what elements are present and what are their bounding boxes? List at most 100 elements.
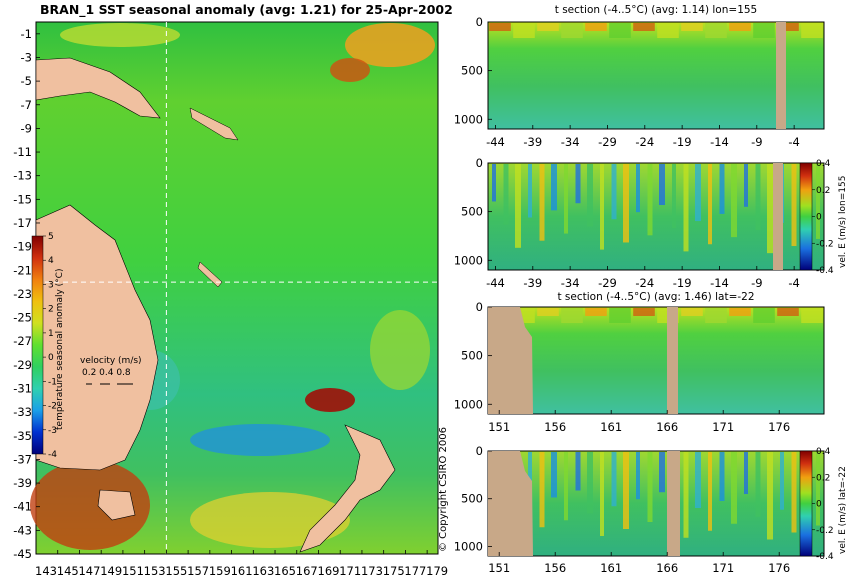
- section-x-tick-label: 156: [544, 420, 566, 434]
- section-field: [487, 450, 825, 557]
- velocity-colorbar-tick-label: -0.4: [816, 266, 834, 276]
- section-feature: [659, 452, 665, 493]
- section-land-gap: [667, 307, 678, 414]
- section-x-tick-label: 176: [768, 561, 790, 575]
- section-feature: [695, 452, 701, 508]
- section-feature: [587, 164, 593, 227]
- map-x-tick-label: 163: [252, 564, 274, 578]
- section-feature: [647, 164, 653, 236]
- section-x-tick-label: -19: [673, 276, 692, 290]
- section-feature: [587, 452, 593, 514]
- section-feature: [623, 452, 629, 529]
- section-x-tick-label: -4: [788, 276, 799, 290]
- map-x-tick-label: 147: [78, 564, 100, 578]
- section-feature: [683, 164, 689, 252]
- new-zealand-land: [299, 424, 396, 553]
- section-feature: [636, 452, 640, 500]
- map-y-tick-label: -19: [13, 240, 32, 254]
- section-y-tick-label: 0: [476, 15, 483, 29]
- map-y-ticks: -1 -3 -5 -7 -9 -11 -13 -15 -17 -19 -21 -23 -25 -27 -29…: [13, 27, 40, 561]
- map-y-tick-label: -39: [13, 476, 32, 490]
- velocity-colorbar-tick-label: 0: [816, 213, 822, 223]
- section-x-tick-label: 156: [544, 561, 566, 575]
- map-x-tick-label: 175: [383, 564, 405, 578]
- section-feature: [672, 164, 676, 229]
- solomon-islands-land: [189, 107, 239, 141]
- section-land: [488, 307, 533, 414]
- section-y-tick-label: 0: [476, 156, 483, 170]
- section-y-tick-label: 0: [476, 300, 483, 314]
- section-x-tick-label: -44: [486, 276, 505, 290]
- section-x-tick-label: 161: [600, 420, 622, 434]
- section-x-tick-label: 166: [656, 561, 678, 575]
- section-feature: [489, 23, 511, 31]
- section-feature: [551, 164, 557, 211]
- map-title: BRAN_1 SST seasonal anomaly (avg: 1.21) …: [40, 2, 453, 18]
- map-plot: [30, 21, 439, 555]
- map-colorbar-tick-label: -2: [48, 402, 57, 412]
- velocity-colorbar-tick-label: -0.4: [816, 552, 834, 562]
- section-x-tick-label: 171: [712, 420, 734, 434]
- map-x-tick-label: 153: [144, 564, 166, 578]
- map-x-tick-label: 149: [100, 564, 122, 578]
- map-y-tick-label: -5: [21, 74, 32, 88]
- section-feature: [719, 164, 725, 214]
- section-x-tick-label: -9: [751, 276, 762, 290]
- section-feature: [600, 452, 604, 536]
- section-feature: [564, 164, 568, 234]
- section-x-tick-label: -14: [710, 276, 729, 290]
- section-feature: [575, 164, 581, 204]
- map-y-tick-label: -21: [13, 263, 32, 277]
- section-land: [488, 451, 533, 556]
- section-panel-2: 0 500 1000-44 -39 -34 -29 -24 -19 -14 -9 -4 0.4 0.2 0…: [454, 156, 848, 290]
- section-feature: [755, 164, 761, 230]
- section-feature: [767, 452, 773, 540]
- section-feature: [755, 452, 761, 517]
- section-feature: [791, 452, 797, 533]
- section-feature: [575, 452, 581, 491]
- section-feature: [633, 23, 655, 31]
- section-feature: [767, 164, 773, 254]
- section-feature: [492, 164, 496, 202]
- section-y-tick-label: 1000: [454, 539, 483, 553]
- section-feature: [600, 164, 604, 250]
- map-x-tick-label: 165: [274, 564, 296, 578]
- warm-anomaly-n: [60, 23, 180, 47]
- section-y-tick-label: 0: [476, 444, 483, 458]
- velocity-colorbar-tick-label: 0.2: [816, 473, 830, 483]
- section-feature: [801, 308, 823, 323]
- velocity-colorbar-tick-label: -0.2: [816, 526, 834, 536]
- map-colorbar-tick-label: 0: [48, 353, 54, 363]
- map-y-tick-label: -3: [21, 50, 32, 64]
- map-x-tick-label: 177: [404, 564, 426, 578]
- section-feature: [623, 164, 629, 243]
- section-feature: [539, 164, 545, 241]
- map-x-tick-label: 161: [231, 564, 253, 578]
- section-field: [487, 21, 825, 130]
- map-y-tick-label: -27: [13, 334, 32, 348]
- section-feature: [731, 452, 737, 524]
- map-y-tick-label: -13: [13, 169, 32, 183]
- map-colorbar: 5 4 3 2 1 0 -1 -2 -3 -4 temperature seasonal anom…: [31, 232, 65, 460]
- section-feature: [564, 452, 568, 521]
- map-y-tick-label: -41: [13, 500, 32, 514]
- map-x-ticks: 143 145 147 149 151 153 155 157 159 161 163 165 167 1…: [35, 550, 448, 578]
- section-y-tick-label: 500: [461, 349, 483, 363]
- map-x-tick-label: 169: [318, 564, 340, 578]
- section-feature: [753, 308, 775, 323]
- section-feature: [537, 308, 559, 316]
- section-x-tick-label: -4: [788, 135, 799, 149]
- map-x-tick-label: 159: [209, 564, 231, 578]
- map-y-tick-label: -31: [13, 381, 32, 395]
- cold-anomaly-tasman: [190, 424, 330, 456]
- section-x-tick-label: 171: [712, 561, 734, 575]
- section-y-tick-label: 500: [461, 205, 483, 219]
- map-y-tick-label: -15: [13, 192, 32, 206]
- map-x-tick-label: 179: [426, 564, 448, 578]
- section-feature: [657, 23, 679, 38]
- section-feature: [729, 308, 751, 316]
- section-x-tick-label: -24: [635, 276, 654, 290]
- section-panel-3: t section (-4..5°C) (avg: 1.46) lat=-22 0…: [454, 291, 825, 434]
- section-feature: [585, 23, 607, 31]
- map-colorbar-tick-label: -3: [48, 426, 57, 436]
